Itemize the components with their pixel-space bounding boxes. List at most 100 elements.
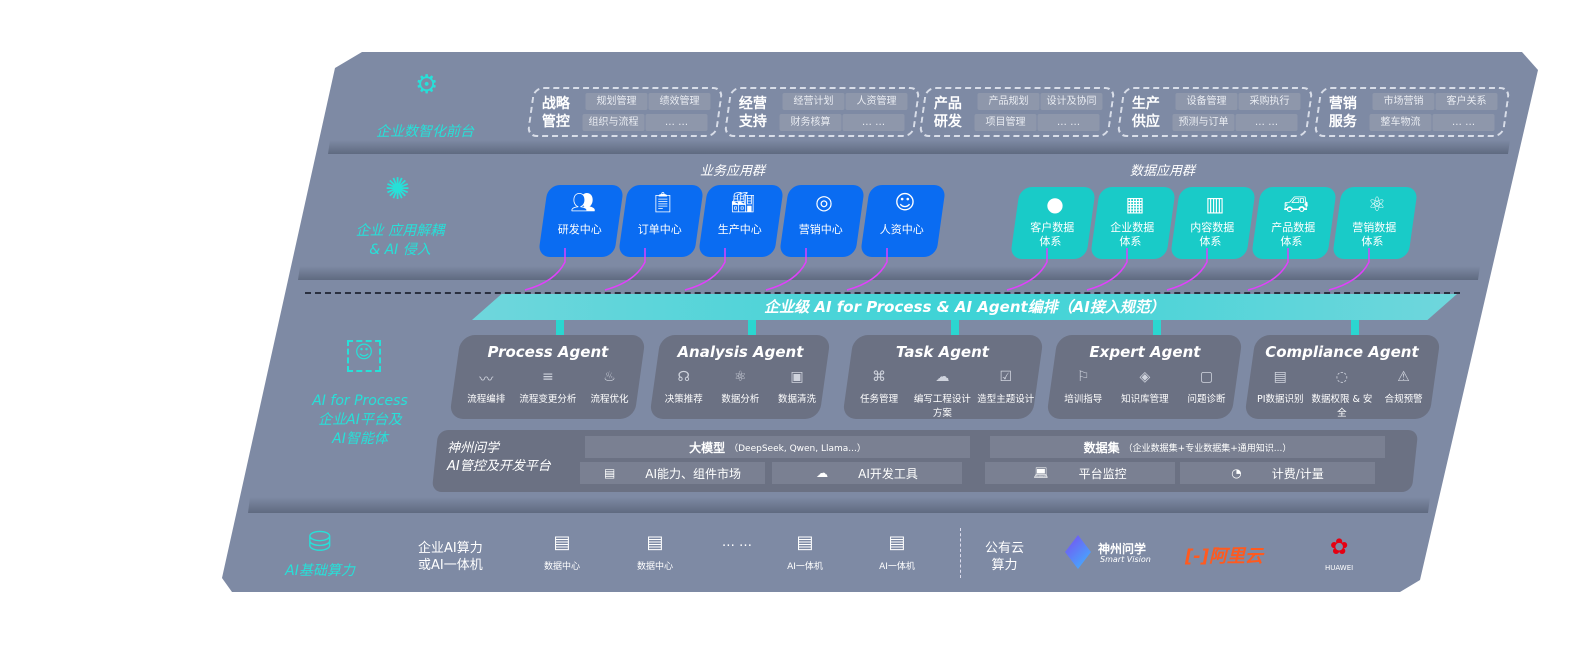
data-app-tile[interactable]: ▥ 内容数据 体系 bbox=[1169, 187, 1257, 259]
capability-label: 数据清洗 bbox=[778, 394, 817, 405]
frontend-group: 战略管控 规划管理 绩效管理 组织与流程… … bbox=[526, 87, 724, 137]
group-item[interactable]: 规划管理 bbox=[585, 93, 648, 110]
business-app-tile[interactable]: 📋︎ 订单中心 bbox=[617, 185, 705, 257]
agent-card[interactable]: Expert Agent ⚐ 培训指导 ◈ 知识库管理 ▢ 问题诊断 bbox=[1046, 335, 1243, 419]
business-app-tile[interactable]: ☺ 人资中心 bbox=[859, 185, 947, 257]
label-line: 公有云 bbox=[985, 541, 1025, 556]
group-item[interactable]: 采购执行 bbox=[1238, 93, 1301, 110]
tile-label: 产品数据 bbox=[1271, 221, 1316, 234]
label-line: 企业 应用解耦 bbox=[355, 223, 445, 239]
frontend-group: 生产供应 设备管理 采购执行 预测与订单… … bbox=[1116, 87, 1314, 137]
agent-capability[interactable]: ☊ 决策推荐 bbox=[656, 369, 712, 405]
car-icon: 🚙︎ bbox=[1283, 192, 1309, 216]
capability-label: 流程编排 bbox=[467, 394, 506, 405]
agent-capability[interactable]: ◌ 数据权限 & 安全 bbox=[1311, 369, 1372, 419]
data-app-tile[interactable]: 🚙︎ 产品数据 体系 bbox=[1250, 187, 1338, 259]
agent-capability[interactable]: ☑ 造型主题设计 bbox=[974, 369, 1037, 419]
group-item[interactable]: 绩效管理 bbox=[648, 93, 711, 110]
business-app-tile[interactable]: ◎ 营销中心 bbox=[778, 185, 866, 257]
group-item[interactable]: 项目管理 bbox=[974, 114, 1037, 131]
agent-capability[interactable]: ◈ 知识库管理 bbox=[1114, 369, 1175, 405]
group-item[interactable]: … … bbox=[1235, 114, 1298, 131]
frontend-group: 产品研发 产品规划 设计及协同 项目管理… … bbox=[918, 87, 1116, 137]
agent-card[interactable]: Process Agent 〰流程编排 ≡ 流程变更分析 ♨ 流程优化 bbox=[449, 335, 646, 419]
data-app-tile[interactable]: ▦ 企业数据 体系 bbox=[1089, 187, 1177, 259]
group-item[interactable]: 预测与订单 bbox=[1172, 114, 1235, 131]
capability-icon: ▤ bbox=[1273, 369, 1287, 385]
group-item[interactable]: 经营计划 bbox=[782, 93, 845, 110]
agent-capability[interactable]: ⚠ 合规预警 bbox=[1373, 369, 1434, 419]
tile-label: 生产中心 bbox=[717, 223, 762, 236]
capability-label: 数据权限 & 安全 bbox=[1311, 394, 1373, 419]
business-app-tile[interactable]: 🏭︎ 生产中心 bbox=[697, 185, 785, 257]
tile-label: 体系 bbox=[1280, 235, 1303, 248]
layer-divider bbox=[328, 140, 1510, 154]
down-arrow-icon bbox=[951, 320, 959, 336]
team-icon: 👥︎ bbox=[570, 190, 596, 214]
brain-icon: ⚙ bbox=[415, 70, 439, 100]
agent-capability[interactable]: ⚛ 数据分析 bbox=[712, 369, 768, 405]
business-app-tile[interactable]: 👥︎ 研发中心 bbox=[537, 185, 625, 257]
tool-component-market[interactable]: ▤ AI能力、组件市场 bbox=[580, 462, 765, 484]
agent-card[interactable]: Analysis Agent ☊ 决策推荐 ⚛ 数据分析 ▣ 数据清洗 bbox=[649, 335, 831, 419]
agent-card[interactable]: Task Agent ⌘ 任务管理 ☁ 编写工程设计方案 ☑ 造型主题设计 bbox=[842, 335, 1044, 419]
node-label: … … bbox=[721, 535, 753, 550]
group-item[interactable]: 财务核算 bbox=[779, 114, 842, 131]
capability-label: 数据分析 bbox=[721, 394, 760, 405]
group-title: 战略管控 bbox=[541, 96, 570, 130]
agent-capability[interactable]: ☁ 编写工程设计方案 bbox=[911, 369, 974, 419]
group-item[interactable]: 整车物流 bbox=[1369, 114, 1432, 131]
down-arrow-icon bbox=[1152, 320, 1161, 336]
agent-capability[interactable]: ≡ 流程变更分析 bbox=[517, 369, 578, 405]
group-item[interactable]: … … bbox=[1037, 114, 1100, 131]
group-item[interactable]: 设备管理 bbox=[1175, 93, 1238, 110]
group-item[interactable]: … … bbox=[645, 114, 708, 131]
data-app-tile[interactable]: ● 客户数据 体系 bbox=[1009, 187, 1097, 259]
tile-label: 营销中心 bbox=[798, 223, 843, 236]
capability-label: 合规预警 bbox=[1384, 394, 1423, 405]
capability-label: 编写工程设计方案 bbox=[913, 394, 971, 419]
group-item[interactable]: 市场营销 bbox=[1372, 93, 1435, 110]
tool-dev-tools[interactable]: ☁ AI开发工具 bbox=[772, 462, 962, 484]
agent-capability[interactable]: ⚐ 培训指导 bbox=[1053, 369, 1114, 405]
model-row: 大模型 （DeepSeek, Qwen, Llama...） bbox=[585, 436, 970, 458]
agent-capability[interactable]: ⌘ 任务管理 bbox=[848, 369, 911, 419]
agent-capability[interactable]: ▣ 数据清洗 bbox=[769, 369, 825, 405]
tool-label: AI能力、组件市场 bbox=[645, 466, 742, 481]
vendor-huawei: HUAWEI bbox=[1325, 564, 1354, 572]
group-item[interactable]: 产品规划 bbox=[977, 93, 1040, 110]
capability-label: 造型主题设计 bbox=[977, 394, 1035, 405]
vendor-smart-vision: 神州问学 bbox=[1098, 542, 1147, 556]
model-label: 大模型 bbox=[689, 440, 726, 455]
aliyun-logo-icon: [-] bbox=[1185, 546, 1209, 567]
atom-icon: ⚛ bbox=[1367, 192, 1386, 216]
compute-node: ▤ 数据中心 bbox=[537, 532, 587, 572]
group-item[interactable]: 人资管理 bbox=[845, 93, 908, 110]
layer-divider bbox=[298, 266, 1480, 280]
group-item[interactable]: … … bbox=[1432, 114, 1495, 131]
capability-icon: ◌ bbox=[1335, 369, 1349, 385]
capability-label: 知识库管理 bbox=[1121, 394, 1169, 405]
group-item[interactable]: 组织与流程 bbox=[582, 114, 645, 131]
agent-capability[interactable]: 〰流程编排 bbox=[456, 369, 517, 405]
agent-capability[interactable]: ▢ 问题诊断 bbox=[1176, 369, 1237, 405]
capability-label: 培训指导 bbox=[1064, 394, 1103, 405]
tool-monitor[interactable]: 💻︎ 平台监控 bbox=[985, 462, 1175, 484]
label-line: 企业AI算力 bbox=[418, 541, 483, 556]
agent-capability[interactable]: ▤ PI数据识别 bbox=[1250, 369, 1311, 419]
gauge-icon: ◔ bbox=[1231, 466, 1242, 480]
tool-billing[interactable]: ◔ 计费/计量 bbox=[1180, 462, 1375, 484]
factory-icon: 🏭︎ bbox=[730, 190, 756, 214]
capability-icon: ☁ bbox=[935, 369, 950, 385]
agent-capability[interactable]: ♨ 流程优化 bbox=[579, 369, 640, 405]
tile-label: 营销数据 bbox=[1352, 221, 1397, 234]
data-app-tile[interactable]: ⚛ 营销数据 体系 bbox=[1331, 187, 1419, 259]
compute-node: ▤ AI一体机 bbox=[780, 532, 830, 572]
group-item[interactable]: … … bbox=[842, 114, 905, 131]
group-title: 产品研发 bbox=[933, 96, 962, 130]
group-item[interactable]: 设计及协同 bbox=[1040, 93, 1103, 110]
agent-card[interactable]: Compliance Agent ▤ PI数据识别 ◌ 数据权限 & 安全 ⚠ 合规预警 bbox=[1244, 335, 1441, 419]
building-icon: ▦ bbox=[1125, 192, 1145, 216]
group-item[interactable]: 客户关系 bbox=[1435, 93, 1498, 110]
tool-label: 计费/计量 bbox=[1271, 466, 1324, 481]
